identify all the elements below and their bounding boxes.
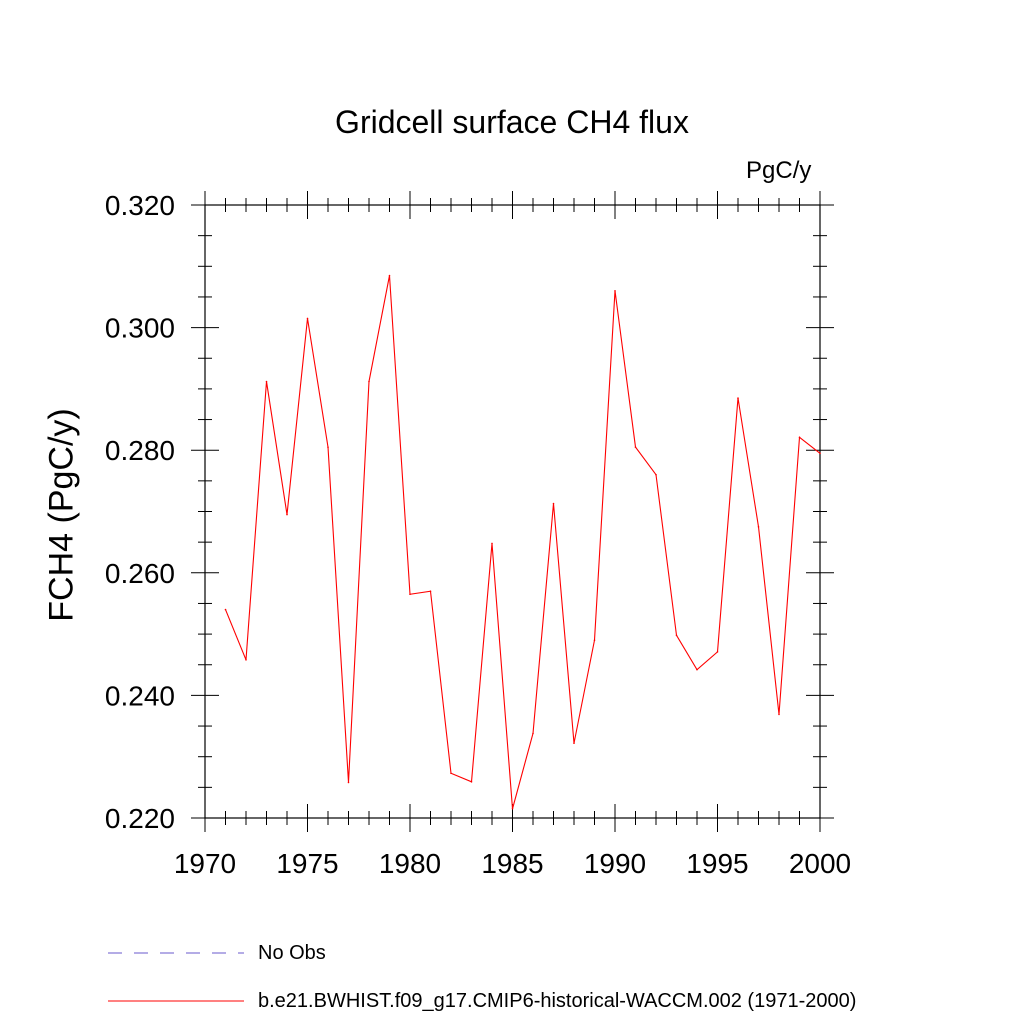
- y-tick-label: 0.240: [105, 680, 175, 711]
- legend-label-model-run: b.e21.BWHIST.f09_g17.CMIP6-historical-WA…: [258, 990, 857, 1012]
- data-point: [532, 732, 534, 735]
- y-tick-label: 0.280: [105, 435, 175, 466]
- x-tick-label: 2000: [789, 848, 851, 879]
- data-point: [327, 446, 329, 448]
- data-point: [491, 542, 493, 545]
- data-point: [245, 659, 247, 661]
- x-tick-label: 1975: [276, 848, 338, 879]
- data-point: [286, 513, 288, 516]
- y-tick-label: 0.320: [105, 190, 175, 221]
- data-point: [573, 742, 575, 745]
- chart-title: Gridcell surface CH4 flux: [335, 104, 689, 140]
- data-point: [614, 290, 616, 292]
- data-point: [696, 668, 698, 671]
- plot-frame: [204, 204, 821, 819]
- x-tick-label: 1985: [481, 848, 543, 879]
- data-point: [778, 713, 780, 716]
- data-point: [737, 397, 739, 399]
- data-point: [368, 380, 370, 383]
- data-point: [224, 608, 227, 611]
- legend-label-no-obs: No Obs: [258, 942, 326, 964]
- y-tick-label: 0.220: [105, 803, 175, 834]
- data-point: [757, 526, 760, 528]
- data-point: [306, 317, 309, 320]
- data-point: [716, 651, 719, 653]
- x-tick-label: 1980: [379, 848, 441, 879]
- x-tick-label: 1970: [174, 848, 236, 879]
- x-tick-label: 1995: [686, 848, 748, 879]
- data-point: [819, 452, 821, 455]
- data-point: [388, 274, 391, 277]
- data-point: [265, 380, 268, 383]
- data-point: [655, 473, 657, 476]
- data-point: [593, 639, 596, 642]
- data-point: [552, 502, 555, 505]
- data-point: [409, 593, 411, 596]
- data-point: [347, 781, 350, 784]
- data-point: [675, 634, 678, 637]
- y-tick-label: 0.260: [105, 558, 175, 589]
- data-point: [634, 446, 637, 448]
- y-tick-label: 0.300: [105, 313, 175, 344]
- data-point: [798, 436, 801, 439]
- series-line-model-run: [224, 275, 821, 809]
- data-point: [470, 781, 473, 783]
- data-point: [429, 590, 432, 592]
- data-point: [511, 808, 514, 810]
- data-point: [450, 772, 452, 775]
- units-label: PgC/y: [746, 157, 812, 184]
- x-tick-label: 1990: [584, 848, 646, 879]
